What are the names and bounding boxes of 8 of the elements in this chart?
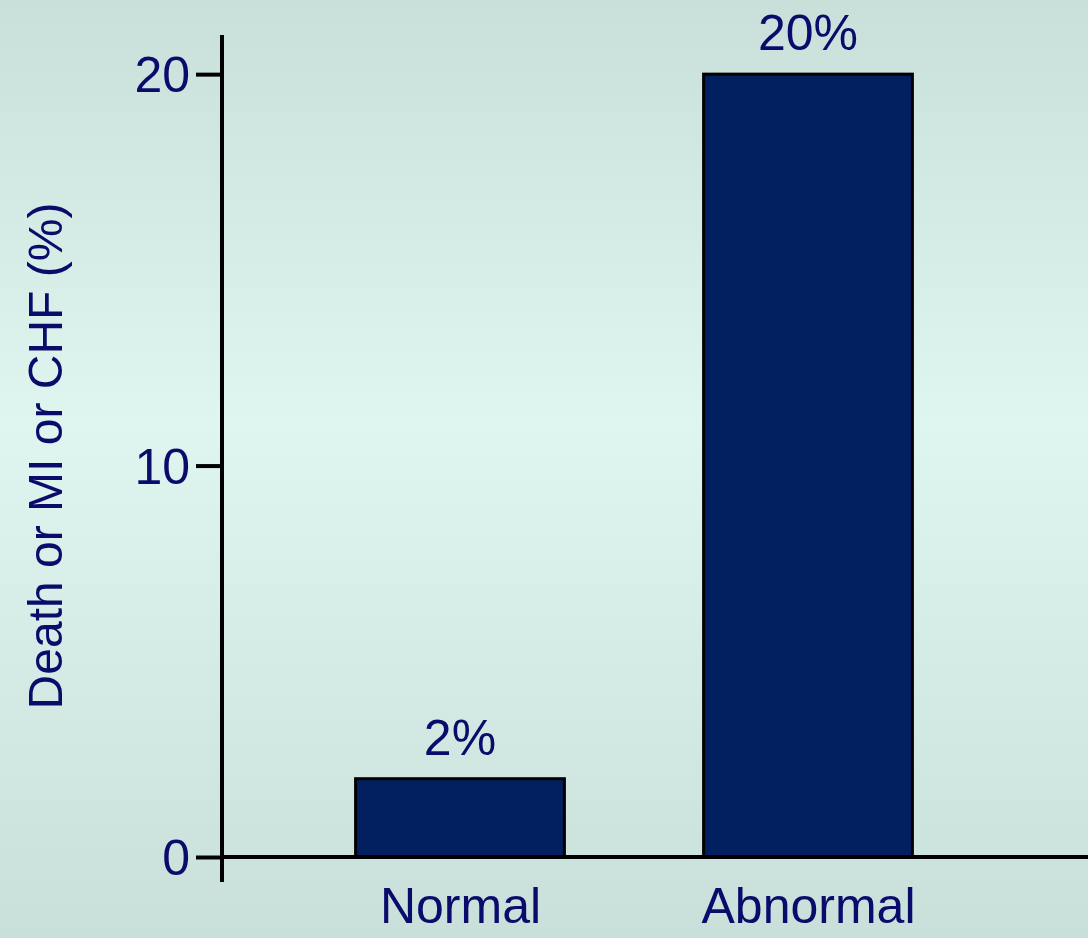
y-axis-title: Death or MI or CHF (%) <box>19 202 72 710</box>
y-tick-label: 0 <box>162 830 190 886</box>
y-tick-label: 10 <box>134 438 190 495</box>
data-label: 2% <box>423 709 497 766</box>
data-label: 20% <box>757 5 859 62</box>
x-tick-label: Abnormal <box>701 877 916 934</box>
x-tick-label: Normal <box>379 877 542 934</box>
y-tick-label: 20 <box>134 47 190 104</box>
